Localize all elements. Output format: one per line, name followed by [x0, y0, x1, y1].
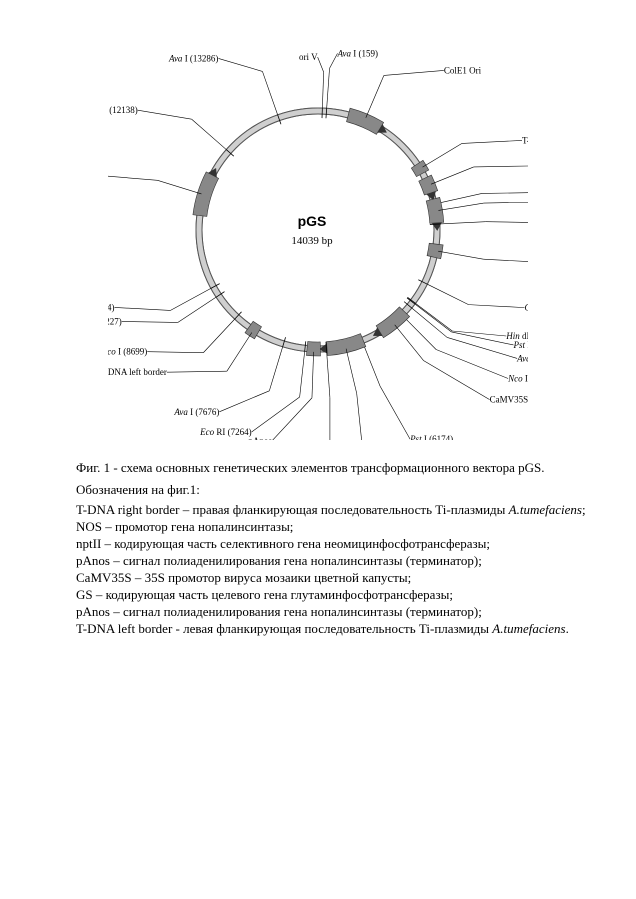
plasmid-size: 14039 bp	[291, 235, 333, 247]
feature-label: Pst I (4967)	[513, 340, 528, 350]
plasmid-svg: pGS 14039 bp ori V Ava I (159) ColE1 Ori T-DN…	[108, 40, 528, 440]
legend-item: pAnos – сигнал полиаденилирования гена н…	[50, 604, 586, 620]
feature-label: ColE1 Ori	[444, 65, 482, 75]
feature-label: Cla I (4538)	[525, 303, 528, 313]
feature-label: Ava I (13286)	[168, 53, 219, 63]
feature-label: Nco I (5278)	[507, 374, 528, 384]
feature-label: Ava I (5060)	[516, 353, 528, 363]
legend-item: NOS – промотор гена нопалинсинтазы;	[50, 519, 586, 535]
feature-label: Ava I (7676)	[173, 407, 219, 417]
legend-item: nptII – кодирующая часть селективного ге…	[50, 536, 586, 552]
feature-label: T-DNA left border	[108, 367, 167, 377]
legend-item: GS – кодирующая часть целевого гена глут…	[50, 587, 586, 603]
legend-item: T-DNA left border - левая фланкирующая п…	[50, 621, 586, 637]
feature-label: Pst I (6174)	[409, 434, 453, 440]
feature-label: CaMV35S	[490, 395, 528, 405]
legend-item: T-DNA right border – правая фланкирующая…	[50, 502, 586, 518]
feature-label: Ava I (159)	[337, 48, 379, 58]
feature-label: Nco I (8699)	[108, 347, 147, 357]
feature-label: ori V	[299, 52, 318, 62]
legend-title: Обозначения на фиг.1:	[50, 482, 586, 498]
feature-label: T-DNA right border	[522, 135, 528, 145]
feature-label: pAnos	[248, 436, 272, 440]
feature-label: Pst I (12138)	[108, 105, 138, 115]
feature-label: Ava I (9414)	[108, 302, 114, 312]
legend-list: T-DNA right border – правая фланкирующая…	[50, 502, 586, 637]
legend-item: pAnos – сигнал полиаденилирования гена н…	[50, 553, 586, 569]
plasmid-diagram: pGS 14039 bp ori V Ava I (159) ColE1 Ori T-DN…	[108, 40, 528, 440]
feature-label: Nko I (9227)	[108, 316, 122, 326]
legend-item: CaMV35S – 35S промотор вируса мозаики цв…	[50, 570, 586, 586]
figure-caption: Фиг. 1 - схема основных генетических эле…	[50, 460, 586, 476]
feature-label: Eco RI (7264)	[199, 427, 252, 437]
plasmid-name: pGS	[298, 213, 327, 229]
